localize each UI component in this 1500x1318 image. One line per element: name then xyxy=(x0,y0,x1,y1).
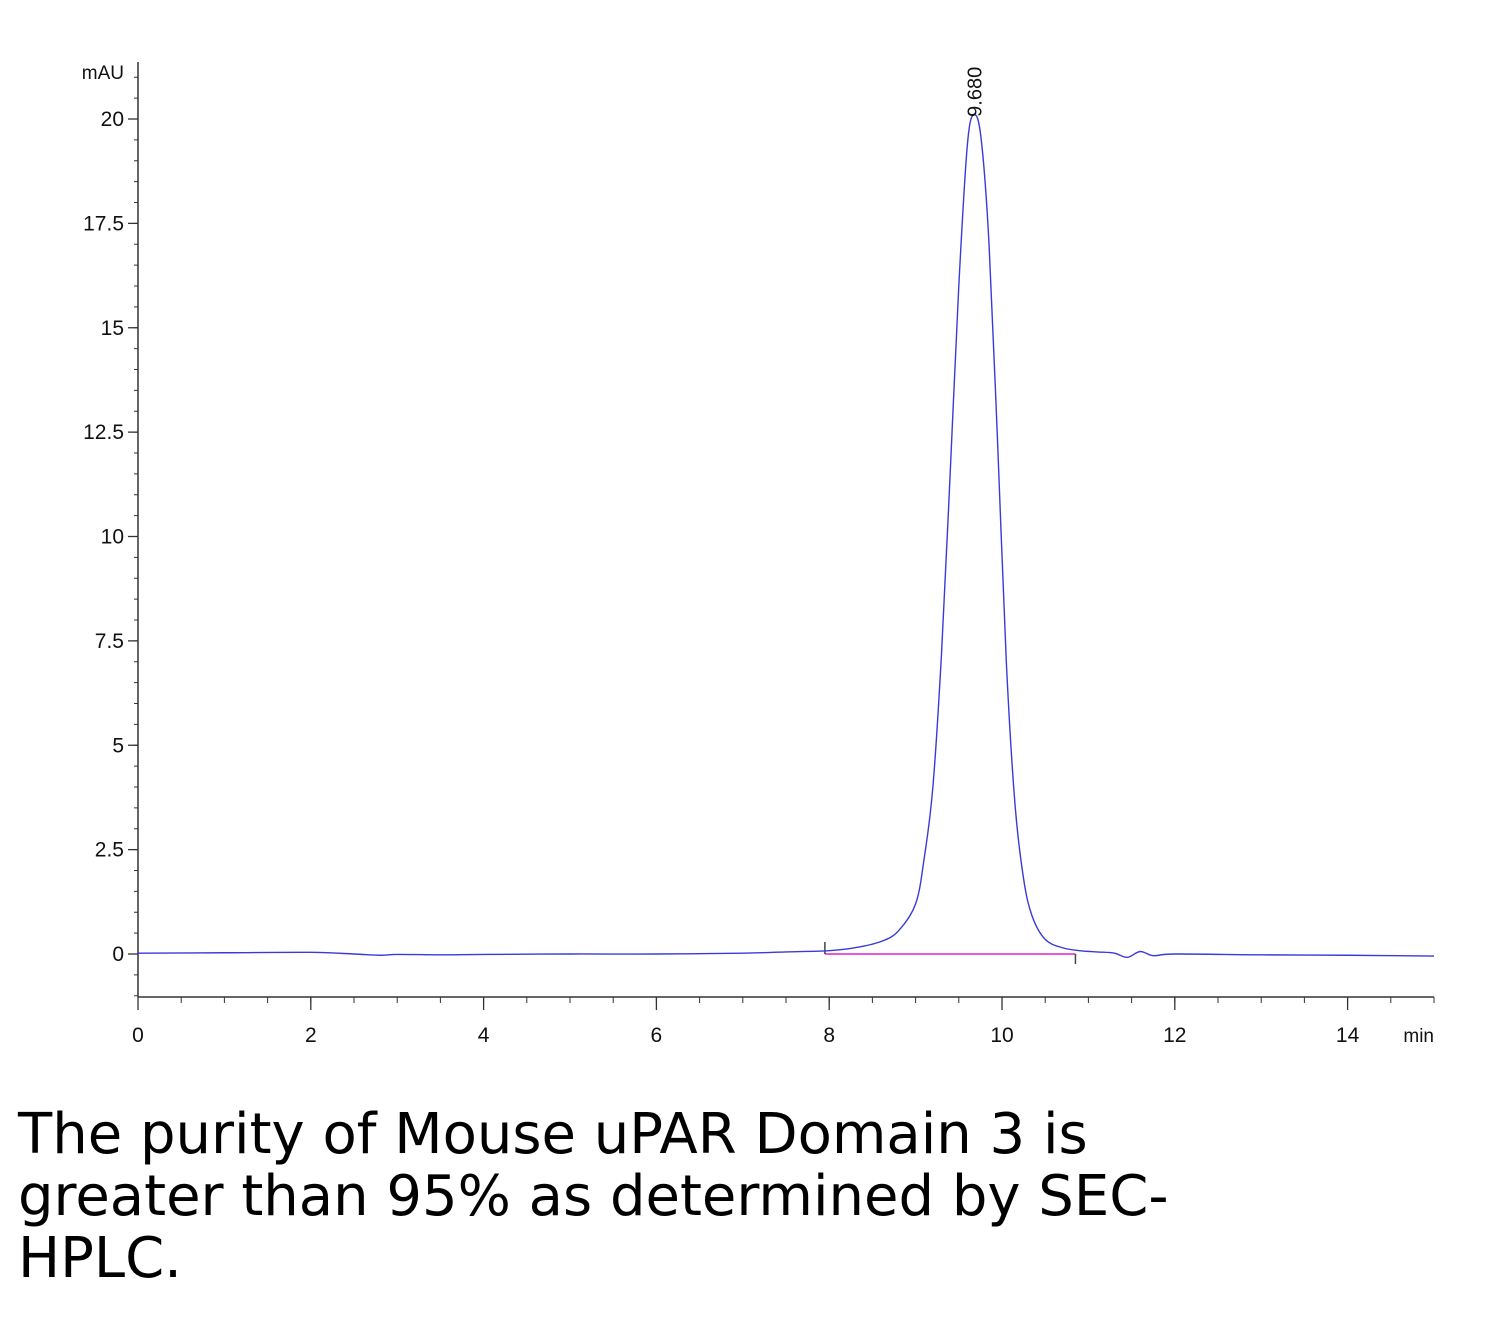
y-tick-label: 20 xyxy=(101,108,124,131)
x-tick-label: 6 xyxy=(651,1024,663,1047)
x-axis-unit-label: min xyxy=(1403,1026,1434,1047)
chromatogram-chart: 0 2.5 5 7.5 10 12.5 15 17.5 20 mAU 0 2 4 6 8 10 12 14 min … xyxy=(82,62,1435,1047)
y-tick-label: 0 xyxy=(112,943,124,966)
y-tick-label: 2.5 xyxy=(95,839,124,862)
caption-text: The purity of Mouse uPAR Domain 3 is gre… xyxy=(18,1102,1169,1291)
peak-retention-label: 9.680 xyxy=(964,67,986,117)
y-tick-label: 7.5 xyxy=(95,630,124,653)
x-tick-label: 2 xyxy=(305,1024,317,1047)
y-tick-label: 17.5 xyxy=(83,212,124,235)
x-tick-label: 0 xyxy=(132,1024,144,1047)
y-tick-label: 5 xyxy=(112,734,124,757)
x-tick-label: 4 xyxy=(478,1024,490,1047)
x-tick-label: 14 xyxy=(1336,1024,1360,1047)
series-line xyxy=(137,114,1435,959)
y-tick-label: 10 xyxy=(101,526,124,549)
x-tick-label: 10 xyxy=(990,1024,1013,1047)
y-tick-label: 12.5 xyxy=(83,421,124,444)
x-tick-label: 8 xyxy=(823,1024,835,1047)
y-axis-unit-label: mAU xyxy=(82,63,124,84)
y-tick-label: 15 xyxy=(101,317,124,340)
x-tick-label: 12 xyxy=(1163,1024,1186,1047)
